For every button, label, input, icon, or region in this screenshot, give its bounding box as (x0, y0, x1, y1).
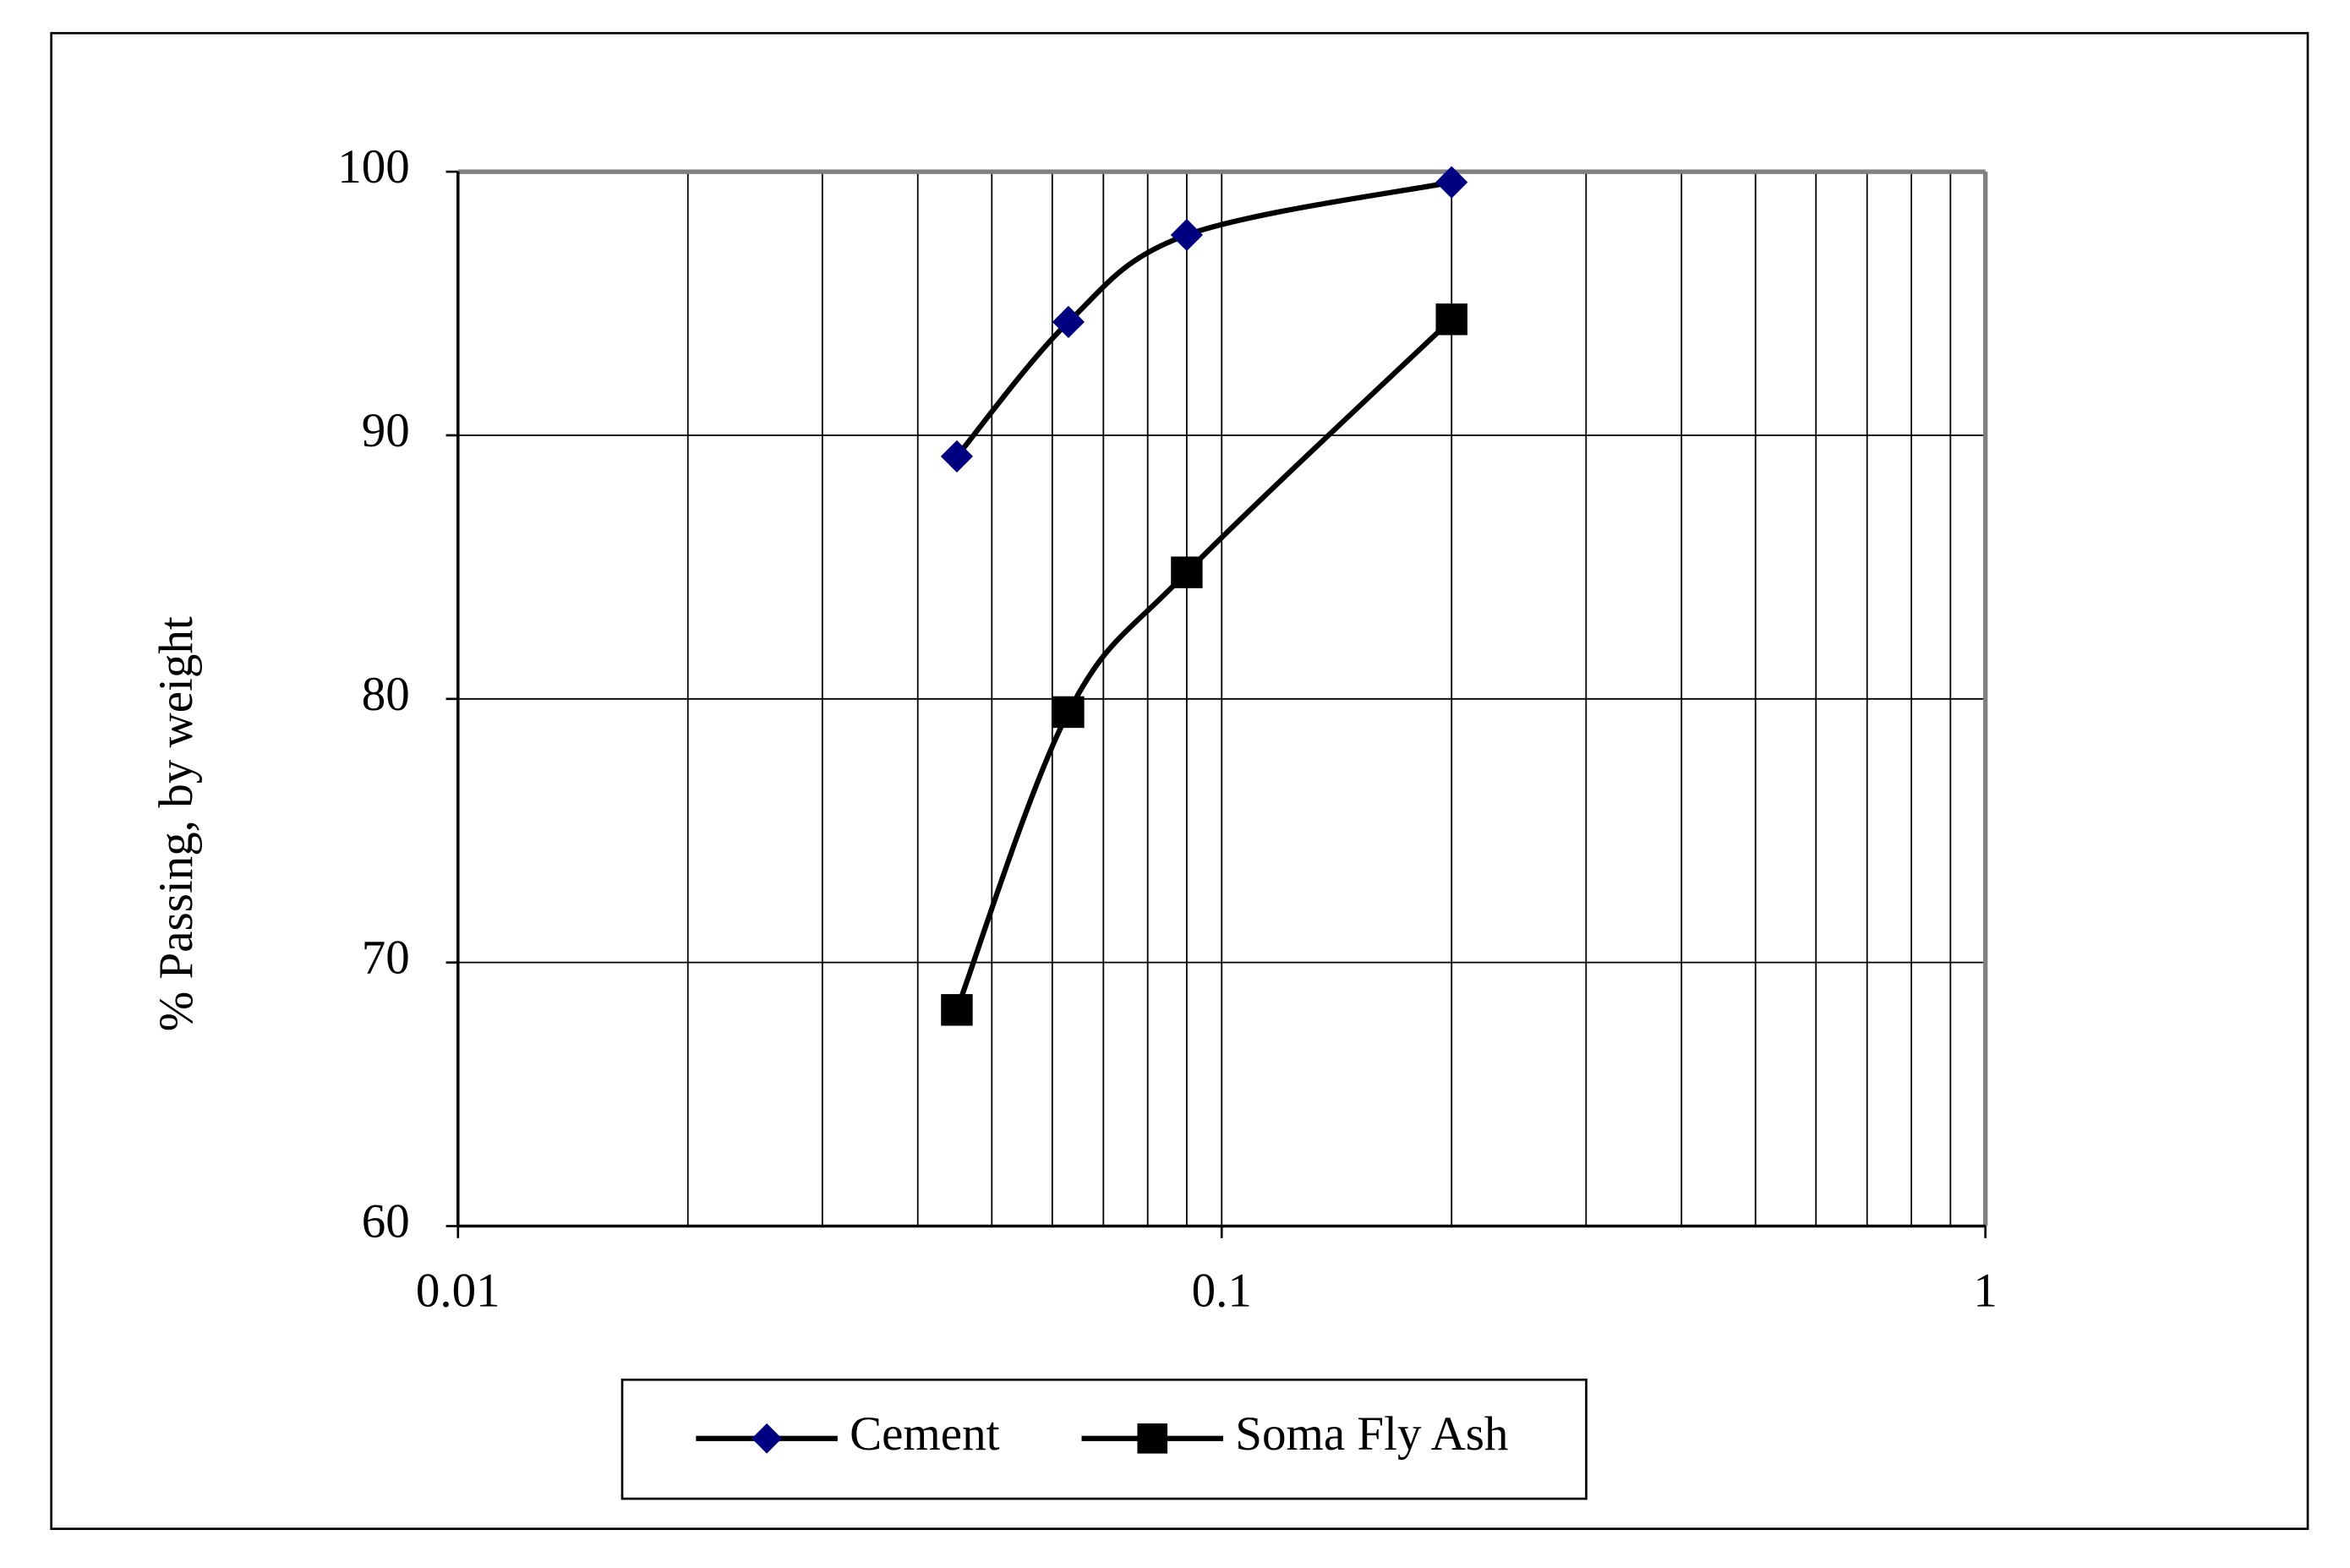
x-tick-label: 0.1 (1192, 1265, 1252, 1318)
y-axis-label: % Passing, by weight (150, 616, 203, 1031)
marker (1435, 166, 1468, 199)
series-line (954, 317, 1454, 1011)
legend-marker (751, 1423, 782, 1454)
marker (1435, 303, 1467, 336)
x-tick-label: 0.01 (416, 1265, 500, 1318)
legend-marker (1137, 1423, 1168, 1454)
marker (940, 440, 974, 473)
y-tick-label: 100 (337, 140, 410, 194)
marker (1052, 305, 1085, 338)
marker (1052, 696, 1085, 729)
y-tick-label: 70 (362, 932, 410, 985)
x-tick-label: 1 (1973, 1265, 1998, 1318)
marker (1170, 218, 1203, 252)
chart-frame (50, 31, 2309, 1531)
legend-label: Cement (850, 1407, 999, 1461)
y-tick-label: 60 (362, 1195, 410, 1248)
y-tick-label: 90 (362, 404, 410, 457)
series-line (954, 179, 1452, 458)
legend-label: Soma Fly Ash (1235, 1407, 1508, 1461)
marker (1171, 556, 1203, 588)
marker (941, 994, 973, 1026)
y-tick-label: 80 (362, 668, 410, 721)
